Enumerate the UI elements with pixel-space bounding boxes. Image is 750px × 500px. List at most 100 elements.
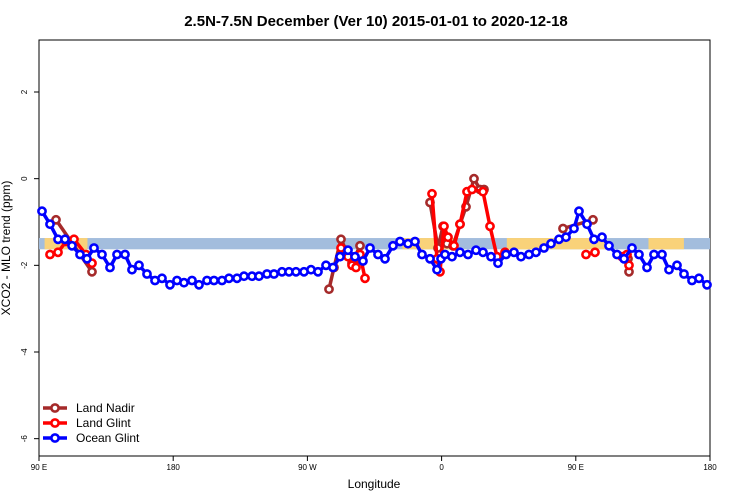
ocean-glint-point: [239, 271, 249, 282]
ocean-glint-point: [574, 206, 584, 217]
y-tick-label: -6: [20, 435, 29, 443]
ocean-glint-point: [672, 260, 682, 271]
ocean-glint-point: [89, 243, 99, 253]
ocean-glint-point: [627, 243, 637, 253]
land-glint-point: [351, 262, 361, 273]
ocean-glint-point: [493, 258, 503, 269]
ocean-glint-point: [597, 232, 607, 243]
ocean-glint-point: [463, 249, 473, 260]
ocean-glint-point: [604, 240, 614, 251]
land-nadir-point: [355, 240, 365, 251]
land-glint-point: [443, 232, 453, 243]
land-glint-point: [581, 249, 591, 260]
reference-band-blue: [39, 238, 710, 250]
y-tick-label: 0: [20, 176, 29, 181]
ocean-glint-point: [702, 279, 712, 290]
land-nadir-point: [51, 214, 61, 225]
ocean-glint-point: [350, 251, 360, 262]
ocean-glint-point: [561, 232, 571, 243]
ocean-glint-point: [373, 249, 383, 260]
land-nadir-point: [324, 284, 334, 295]
legend-marker: [50, 403, 60, 413]
x-tick-label: 90 E: [31, 463, 47, 472]
ocean-glint-point: [432, 264, 442, 275]
ocean-glint-point: [328, 262, 338, 273]
land-glint-point: [449, 240, 459, 251]
ocean-glint-point: [187, 275, 197, 286]
y-tick-label: -2: [20, 261, 29, 269]
ocean-glint-point: [649, 249, 659, 260]
legend-label: Ocean Glint: [76, 431, 140, 445]
chart-title: 2.5N-7.5N December (Ver 10) 2015-01-01 t…: [184, 13, 568, 30]
highlight-band-right: [506, 238, 606, 250]
ocean-glint-point: [313, 266, 323, 277]
ocean-glint-point: [619, 253, 629, 264]
ocean-glint-point: [358, 256, 368, 266]
ocean-glint-point: [486, 251, 496, 262]
ocean-glint-point: [612, 249, 622, 260]
ocean-glint-point: [165, 279, 175, 290]
highlight-band-mid: [402, 238, 455, 250]
legend-label: Land Nadir: [76, 401, 135, 415]
ocean-glint-point: [509, 247, 519, 258]
ocean-glint-point: [694, 273, 704, 284]
ocean-glint-point: [531, 247, 541, 258]
land-glint-point: [427, 188, 437, 199]
land-glint-point: [478, 186, 488, 197]
x-axis-label: Longitude: [348, 477, 401, 491]
ocean-glint-point: [112, 249, 122, 260]
y-axis-label: XCO2 - MLO trend (ppm): [0, 181, 13, 316]
land-glint-point: [439, 221, 449, 232]
ocean-glint-point: [365, 243, 375, 253]
series-layer: [37, 173, 712, 295]
y-tick-label: 2: [20, 89, 29, 94]
land-glint-point: [624, 260, 634, 271]
legend-label: Land Glint: [76, 416, 131, 430]
x-tick-label: 180: [703, 463, 717, 472]
ocean-glint-point: [455, 247, 465, 258]
highlight-band-far: [648, 238, 684, 250]
ocean-glint-point: [37, 206, 47, 217]
ocean-glint-point: [395, 236, 405, 247]
legend-marker: [50, 433, 60, 443]
ocean-glint-point: [224, 273, 234, 284]
land-nadir-point: [588, 214, 598, 225]
ocean-glint-point: [194, 279, 204, 290]
ocean-glint-point: [478, 247, 488, 258]
ocean-glint-point: [589, 234, 599, 245]
land-glint-point: [53, 247, 63, 258]
ocean-glint-point: [67, 240, 77, 251]
ocean-glint-point: [546, 238, 556, 249]
ocean-glint-point: [75, 249, 85, 260]
ocean-glint-point: [120, 249, 130, 260]
ocean-glint-point: [634, 249, 644, 260]
ocean-glint-point: [179, 277, 189, 288]
land-glint-point: [485, 221, 495, 232]
ocean-glint-point: [142, 269, 152, 279]
x-axis: 90 E 180 90 W 0 90 E 180: [31, 456, 717, 472]
ocean-glint-point: [60, 234, 70, 245]
land-nadir-point: [336, 234, 346, 245]
x-tick-label: 90 W: [298, 463, 317, 472]
land-glint-point: [360, 273, 370, 284]
ocean-glint-point: [82, 253, 92, 264]
ocean-glint-point: [679, 269, 689, 279]
ocean-glint-point: [209, 275, 219, 286]
ocean-glint-point: [642, 262, 652, 273]
ocean-glint-point: [157, 273, 167, 284]
ocean-glint-point: [569, 223, 579, 234]
ocean-glint-point: [291, 266, 301, 277]
land-glint-point: [467, 184, 477, 195]
ocean-glint-point: [425, 253, 435, 264]
ocean-glint-point: [254, 271, 264, 282]
ocean-glint-point: [664, 264, 674, 275]
ocean-glint-point: [657, 249, 667, 260]
ocean-glint-point: [447, 251, 457, 262]
land-glint-point: [45, 249, 55, 260]
ocean-glint-point: [410, 236, 420, 247]
x-tick-label: 90 E: [568, 463, 584, 472]
land-glint-point: [455, 219, 465, 230]
ocean-glint-point: [516, 251, 526, 262]
land-nadir-point: [469, 173, 479, 184]
